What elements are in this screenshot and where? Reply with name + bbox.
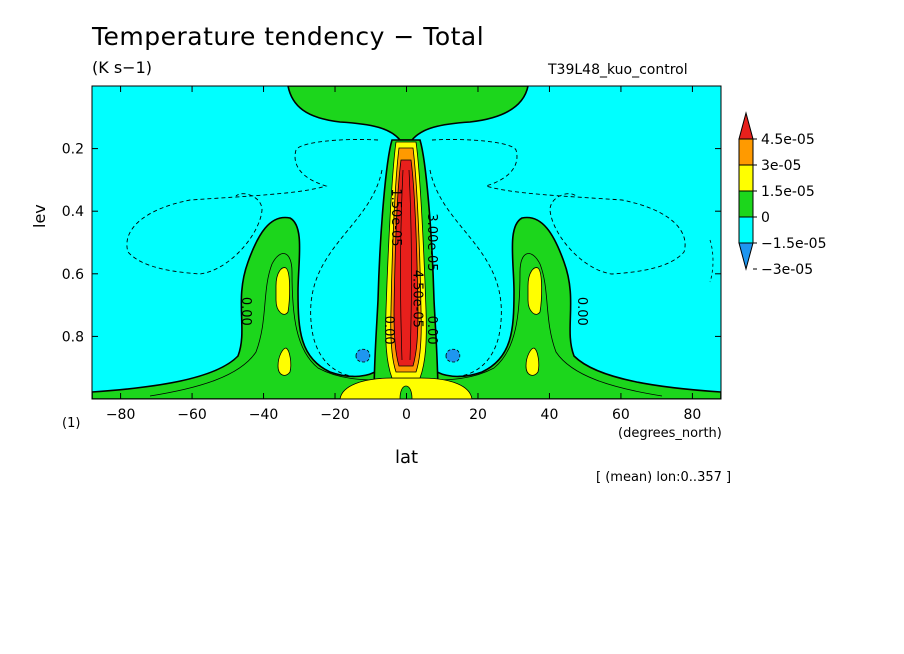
dashed-contour-inner-north (429, 169, 502, 377)
x-tick-label: 20 (469, 407, 487, 423)
x-tick-label: 0 (402, 407, 411, 423)
colorbar-label: 3e-05 (761, 158, 801, 174)
colorbar-swatch (738, 111, 754, 140)
x-tick-label: 80 (683, 407, 701, 423)
colorbar-swatch (738, 138, 754, 166)
colorbar: 4.5e-05 3e-05 1.5e-05 0 −1.5e-05 −3e-05 (738, 111, 826, 278)
colorbar-label: 0 (761, 210, 770, 226)
x-tick-label: −80 (106, 407, 136, 423)
contour-label: 0.00 (574, 297, 589, 326)
colorbar-label: 1.5e-05 (761, 184, 815, 200)
y-tick-label: 0.8 (62, 329, 84, 345)
colorbar-swatch (738, 190, 754, 218)
contour-column-inner-line (400, 169, 412, 361)
field-column-red (393, 159, 419, 367)
colorbar-swatch (738, 164, 754, 192)
field-blob-north-yellow-2 (525, 347, 540, 376)
x-axis-label: lat (395, 447, 419, 468)
field-lobe-south (92, 216, 383, 399)
y-tick-label: 0.2 (62, 142, 84, 158)
contour-label: 3.00e-05 (424, 213, 439, 271)
run-label: T39L48_kuo_control (548, 62, 688, 78)
colorbar-label: 4.5e-05 (761, 132, 815, 148)
contour-label: 0.00 (424, 316, 439, 345)
field-blob-south-blue (355, 348, 371, 363)
colorbar-swatch (738, 216, 754, 244)
contour-label: 0.00 (238, 297, 253, 326)
field-lobe-north (429, 216, 721, 399)
colorbar-label: −1.5e-05 (761, 236, 826, 252)
field-surface-green-notch (399, 385, 413, 399)
mean-note: [ (mean) lon:0..357 ] (596, 470, 732, 485)
panel-label: (1) (62, 416, 81, 431)
x-tick-label: 60 (612, 407, 630, 423)
y-tick-label: 0.4 (62, 204, 84, 220)
contour-label: 0.00 (381, 316, 396, 345)
contour-label: 1.50e-05 (388, 188, 403, 246)
dashed-contour-north-upper (431, 139, 686, 275)
x-tick-label: −20 (320, 407, 350, 423)
x-tick-label: −40 (249, 407, 279, 423)
dashed-contour-inner-south (310, 169, 383, 377)
colorbar-swatch (738, 242, 754, 271)
contour-label: 4.50e-05 (410, 270, 425, 328)
field-blob-south-yellow-2 (277, 347, 292, 376)
x-tick-label: −60 (177, 407, 207, 423)
plot-area (92, 86, 721, 399)
x-tick-label: 40 (541, 407, 559, 423)
colorbar-label: −3e-05 (761, 262, 813, 278)
chart-title: Temperature tendency − Total (92, 22, 485, 51)
field-blob-south-yellow-1 (275, 267, 291, 315)
dashed-contour-south-upper (126, 139, 379, 275)
y-tick-label: 0.6 (62, 267, 84, 283)
x-axis-unit-label: (degrees_north) (618, 426, 722, 441)
chart-units: (K s−1) (92, 58, 152, 77)
field-blob-north-yellow-1 (527, 267, 543, 315)
axes: −80 −60 −40 −20 0 20 40 60 80 0.2 0.4 0.6 0.8 (62, 86, 721, 423)
contour-labels: 0.00 0.00 0.00 0.00 1.50e-05 4.50e-053.00e-05 (238, 188, 589, 344)
field-blob-north-blue (445, 348, 461, 363)
